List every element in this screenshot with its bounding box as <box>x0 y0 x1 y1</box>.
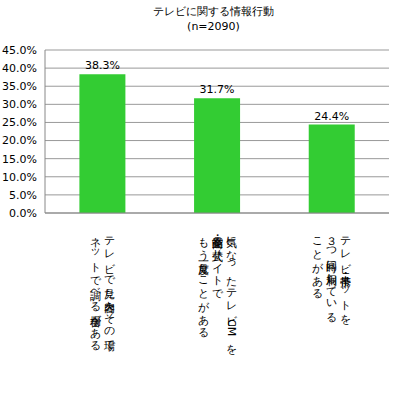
svg-text:35.0%: 35.0% <box>8 80 37 93</box>
svg-text:10.0%: 10.0% <box>8 171 37 184</box>
svg-text:20.0%: 20.0% <box>8 134 37 147</box>
html-text:(n=2090): (n=2090) <box>187 20 240 33</box>
svg-text:気になったテレビCMを: 気になったテレビCMを <box>225 229 238 355</box>
svg-text:ネットで調べる場合がある: ネットで調べる場合がある <box>89 229 103 351</box>
svg-text:25.0%: 25.0% <box>8 116 37 129</box>
svg-text:企業・商品の公式サイトで: 企業・商品の公式サイトで <box>211 229 224 299</box>
svg-text:30.0%: 30.0% <box>8 98 37 111</box>
svg-text:ことがある: ことがある <box>311 229 324 299</box>
svg-text:5.0%: 5.0% <box>9 189 37 202</box>
svg-text:もう一度見たことがある: もう一度見たことがある <box>197 229 210 338</box>
svg-text:15.0%: 15.0% <box>8 153 37 166</box>
svg-text:３つ同時に利用している: ３つ同時に利用している <box>325 229 338 323</box>
svg-text:0.0%: 0.0% <box>9 207 37 220</box>
svg-text:24.4%: 24.4% <box>314 110 349 123</box>
svg-text:テレビで見た内容をその場で: テレビで見た内容をその場で <box>103 229 117 352</box>
svg-text:40.0%: 40.0% <box>8 62 37 75</box>
svg-text:31.7%: 31.7% <box>200 83 235 96</box>
svg-text:テレビ・携帯・ネットを: テレビ・携帯・ネットを <box>339 229 352 325</box>
html-text:テレビに関する情報行動: テレビに関する情報行動 <box>153 5 274 18</box>
svg-text:45.0%: 45.0% <box>8 44 37 57</box>
svg-text:38.3%: 38.3% <box>85 59 120 72</box>
